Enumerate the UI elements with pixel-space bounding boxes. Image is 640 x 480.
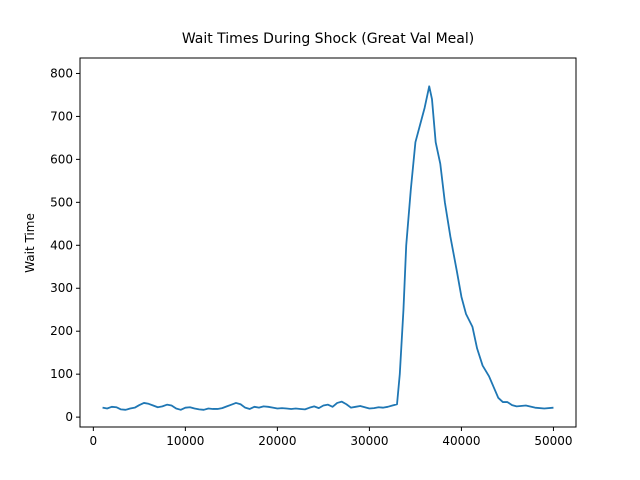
x-tick-label: 10000 bbox=[166, 434, 204, 448]
y-tick-label: 100 bbox=[50, 367, 73, 381]
x-tick-label: 50000 bbox=[534, 434, 572, 448]
y-tick-label: 0 bbox=[65, 410, 73, 424]
y-tick-label: 500 bbox=[50, 195, 73, 209]
y-tick-label: 200 bbox=[50, 324, 73, 338]
y-tick-label: 400 bbox=[50, 238, 73, 252]
x-tick-label: 40000 bbox=[442, 434, 480, 448]
y-tick-label: 600 bbox=[50, 152, 73, 166]
y-tick-label: 300 bbox=[50, 281, 73, 295]
chart-title: Wait Times During Shock (Great Val Meal) bbox=[182, 31, 474, 47]
x-tick-label: 30000 bbox=[350, 434, 388, 448]
y-tick-label: 700 bbox=[50, 109, 73, 123]
y-axis-label: Wait Time bbox=[23, 213, 37, 273]
x-tick-label: 0 bbox=[90, 434, 98, 448]
y-tick-label: 800 bbox=[50, 66, 73, 80]
plot-frame bbox=[79, 57, 577, 428]
x-tick-label: 20000 bbox=[258, 434, 296, 448]
data-line bbox=[102, 85, 554, 411]
